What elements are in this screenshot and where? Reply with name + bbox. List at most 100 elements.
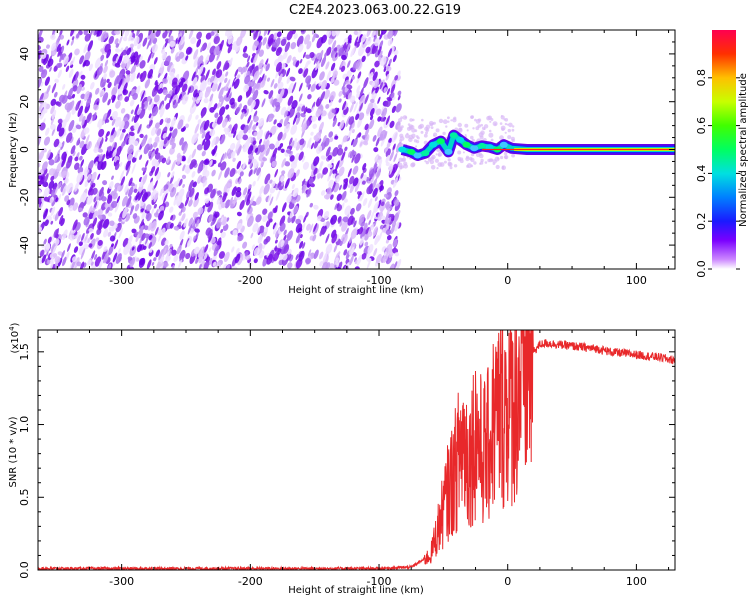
noise-speckle — [209, 75, 215, 83]
noise-speckle — [44, 219, 49, 227]
noise-speckle — [143, 225, 149, 231]
noise-speckle — [195, 114, 199, 120]
noise-speckle — [300, 146, 304, 151]
noise-speckle — [272, 147, 278, 158]
noise-speckle — [141, 192, 148, 203]
noise-speckle — [263, 183, 270, 195]
noise-speckle — [286, 67, 291, 77]
noise-speckle — [262, 157, 268, 162]
noise-speckle — [299, 234, 303, 239]
noise-speckle — [181, 93, 189, 105]
signal-halo — [423, 133, 428, 138]
noise-speckle — [73, 246, 79, 253]
noise-speckle — [45, 244, 51, 250]
noise-speckle — [170, 214, 174, 221]
noise-speckle — [141, 103, 145, 110]
noise-speckle — [46, 259, 51, 265]
noise-speckle — [176, 201, 181, 207]
noise-speckle — [124, 30, 130, 37]
signal-halo — [435, 153, 438, 156]
noise-speckle — [342, 233, 348, 244]
noise-speckle — [154, 226, 159, 236]
noise-speckle — [208, 52, 216, 63]
signal-halo — [495, 164, 500, 170]
noise-speckle — [330, 76, 335, 84]
noise-speckle — [325, 61, 330, 70]
noise-speckle — [288, 82, 294, 92]
noise-speckle — [157, 72, 161, 78]
noise-speckle — [298, 82, 303, 92]
noise-speckle — [118, 228, 123, 239]
noise-speckle — [136, 30, 141, 37]
noise-speckle — [295, 234, 301, 244]
noise-speckle — [71, 36, 75, 41]
noise-speckle — [229, 142, 236, 151]
noise-speckle — [301, 66, 307, 77]
noise-speckle — [144, 233, 149, 239]
noise-speckle — [106, 206, 110, 214]
signal-halo — [466, 129, 469, 132]
noise-speckle — [252, 115, 259, 123]
noise-speckle — [253, 258, 258, 264]
noise-speckle — [97, 173, 101, 181]
noise-speckle — [173, 254, 179, 262]
noise-speckle — [277, 247, 282, 256]
noise-speckle — [316, 173, 322, 179]
noise-speckle — [344, 146, 348, 152]
noise-speckle — [188, 30, 194, 40]
noise-speckle — [372, 226, 378, 237]
noise-speckle — [115, 253, 122, 264]
signal-blob — [407, 148, 416, 155]
noise-speckle — [151, 106, 159, 117]
noise-speckle — [45, 127, 50, 136]
noise-speckle — [292, 187, 299, 198]
noise-speckle — [193, 246, 200, 255]
noise-speckle — [135, 191, 140, 201]
noise-speckle — [44, 76, 50, 86]
noise-speckle — [216, 102, 221, 109]
noise-speckle — [115, 145, 122, 158]
noise-speckle — [128, 177, 133, 187]
noise-speckle — [71, 259, 76, 269]
noise-speckle — [275, 139, 280, 148]
signal-halo — [464, 134, 467, 137]
noise-speckle — [207, 201, 214, 213]
noise-speckle — [322, 167, 329, 175]
noise-speckle — [235, 247, 240, 255]
noise-speckle — [112, 252, 118, 263]
snr-ytick-label: 1.0 — [18, 416, 31, 434]
noise-speckle — [211, 137, 217, 148]
noise-speckle — [347, 89, 350, 95]
signal-blob — [444, 148, 453, 155]
noise-speckle — [253, 247, 260, 257]
noise-speckle — [235, 190, 242, 198]
noise-speckle — [246, 61, 250, 68]
signal-halo — [499, 122, 503, 125]
noise-speckle — [178, 259, 182, 269]
noise-speckle — [383, 193, 389, 198]
noise-speckle — [107, 145, 112, 152]
noise-speckle — [242, 134, 249, 141]
noise-speckle — [279, 222, 286, 232]
snr-scale-close: ) — [10, 322, 21, 326]
noise-speckle — [276, 93, 280, 99]
noise-speckle — [341, 54, 347, 60]
noise-speckle — [358, 214, 365, 224]
noise-speckle — [149, 248, 153, 253]
noise-speckle — [289, 155, 295, 162]
noise-speckle — [111, 111, 118, 120]
noise-speckle — [193, 89, 198, 98]
noise-speckle — [369, 108, 375, 117]
noise-speckle — [204, 198, 210, 204]
noise-speckle — [133, 188, 138, 193]
noise-speckle — [337, 251, 341, 256]
noise-speckle — [188, 199, 193, 207]
noise-speckle — [326, 187, 332, 195]
noise-speckle — [199, 263, 202, 269]
noise-speckle — [139, 133, 144, 139]
noise-speckle — [137, 43, 142, 50]
noise-speckle — [280, 239, 285, 248]
noise-speckle — [349, 255, 354, 266]
noise-speckle — [258, 59, 264, 70]
noise-speckle — [265, 130, 270, 140]
